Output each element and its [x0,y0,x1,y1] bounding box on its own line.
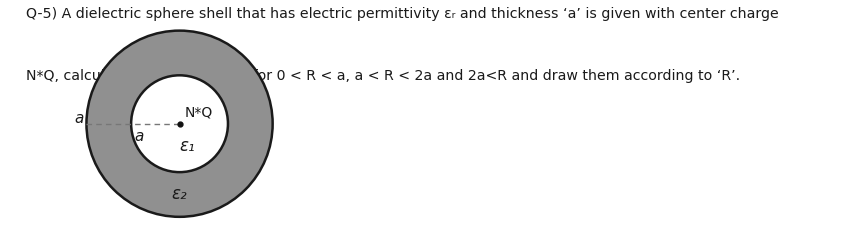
Text: a: a [134,129,144,144]
Text: N*Q, calculate E, D, V, P, ƒₚₛ, ƒₚᵥ for 0 < R < a, a < R < 2a and 2a<R and draw : N*Q, calculate E, D, V, P, ƒₚₛ, ƒₚᵥ for … [26,69,740,83]
Text: a: a [74,111,84,126]
Text: N*Q: N*Q [184,105,212,119]
Text: ε₁: ε₁ [180,137,195,155]
Circle shape [131,75,228,172]
Text: Q-5) A dielectric sphere shell that has electric permittivity εᵣ and thickness ‘: Q-5) A dielectric sphere shell that has … [26,7,778,21]
Circle shape [86,31,273,217]
Text: ε₂: ε₂ [172,184,187,203]
